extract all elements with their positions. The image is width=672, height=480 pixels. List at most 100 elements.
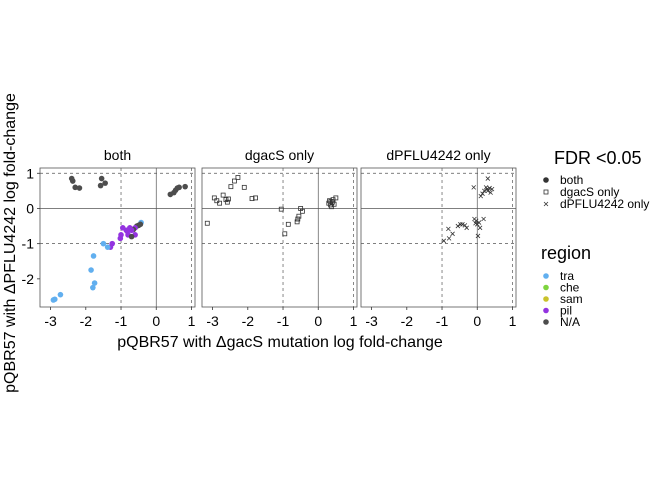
data-point	[100, 240, 107, 247]
data-point	[241, 184, 247, 190]
legend-color-label: che	[560, 281, 580, 295]
legend-shape-title: FDR <0.05	[554, 148, 642, 168]
x-tick-label: -3	[365, 313, 378, 329]
x-tick-label: 0	[152, 313, 160, 329]
x-tick-label: 0	[473, 313, 481, 329]
data-point	[477, 225, 483, 231]
data-point	[294, 219, 300, 225]
facet-title: both	[104, 147, 131, 163]
y-tick-label: 1	[26, 165, 34, 181]
data-point	[223, 197, 229, 203]
x-tick-label: 1	[188, 313, 196, 329]
legend-color-label: N/A	[560, 315, 580, 329]
panels-layer: both dgacS only dPFLU4242 only	[39, 147, 517, 308]
x-tick-label: 1	[350, 313, 358, 329]
data-point	[214, 198, 220, 204]
legend-color-title: region	[541, 243, 591, 263]
legend-color-key	[543, 319, 549, 325]
data-point	[462, 223, 468, 228]
data-point	[476, 220, 482, 225]
data-point	[102, 180, 108, 186]
x-tick-label: -1	[277, 313, 290, 329]
data-point	[455, 223, 461, 229]
data-point	[117, 235, 124, 242]
data-point	[204, 220, 210, 226]
legend-shape-label: both	[560, 173, 583, 187]
data-point	[176, 184, 182, 191]
data-point	[446, 226, 451, 232]
x-tick-label: -2	[401, 313, 414, 329]
data-point	[182, 183, 188, 190]
panel-border	[201, 167, 358, 308]
data-point	[104, 244, 111, 250]
data-point	[485, 176, 491, 181]
panel-border	[39, 167, 196, 308]
legend-color-key	[543, 284, 549, 291]
legend-shape-key	[543, 201, 549, 207]
data-point	[72, 184, 79, 191]
data-point	[90, 253, 97, 259]
data-point	[217, 200, 223, 206]
x-tick-label: -3	[44, 313, 57, 329]
data-point	[97, 182, 104, 189]
y-tick-label: 0	[26, 200, 34, 216]
x-tick-label: -1	[436, 313, 449, 329]
data-point	[69, 178, 76, 184]
data-point	[446, 236, 452, 241]
data-point	[232, 178, 237, 184]
data-point	[488, 190, 493, 195]
legend-color-label: sam	[560, 292, 583, 306]
data-point	[278, 206, 284, 212]
data-point	[489, 186, 495, 192]
data-point	[450, 231, 455, 237]
data-point	[482, 188, 487, 194]
x-tick-label: -3	[206, 313, 219, 329]
data-point	[226, 196, 231, 202]
data-point	[329, 204, 335, 210]
data-point	[211, 195, 217, 201]
data-point	[481, 216, 486, 222]
data-point	[91, 280, 98, 286]
data-point	[464, 225, 469, 231]
legend-color-key	[543, 296, 549, 302]
data-point	[487, 185, 492, 191]
data-point	[128, 233, 135, 240]
data-point	[282, 231, 288, 237]
data-point	[224, 199, 230, 205]
data-point	[296, 213, 302, 219]
facet-panel-1: both	[39, 147, 196, 308]
data-point	[119, 225, 126, 231]
legend-shape-label: dgacS only	[560, 185, 619, 199]
y-axis-label: pQBR57 with ΔPFLU4242 log fold-change	[2, 93, 19, 393]
facet-title: dPFLU4242 only	[386, 147, 490, 163]
x-tick-label: -1	[115, 313, 128, 329]
data-point	[333, 195, 339, 201]
data-point	[471, 185, 477, 190]
data-point	[295, 216, 301, 222]
data-point	[228, 184, 234, 190]
data-point	[88, 267, 94, 273]
data-point	[50, 297, 57, 303]
legend-shape-label: dPFLU4242 only	[560, 197, 649, 211]
legend-shape-key	[543, 189, 549, 195]
data-point	[220, 192, 226, 198]
y-tick-label: -2	[22, 271, 35, 287]
axes-layer: -3 -2 -1 0 1 -3 -2 -1 0 1 -3 -2 -1 0 1 1 0 -1 -2	[22, 165, 517, 329]
data-point	[299, 208, 305, 214]
x-tick-label: -2	[80, 313, 93, 329]
data-point	[76, 185, 83, 191]
x-tick-label: 0	[314, 313, 322, 329]
data-point	[98, 175, 105, 182]
data-point	[485, 188, 491, 194]
data-point	[475, 233, 481, 239]
legend-color-key	[543, 273, 549, 279]
facet-panel-2: dgacS only	[201, 147, 358, 308]
data-point	[285, 221, 291, 227]
data-point	[478, 193, 484, 199]
x-axis-label: pQBR57 with ΔgacS mutation log fold-chan…	[117, 334, 443, 351]
facet-panel-3: dPFLU4242 only	[360, 147, 517, 308]
legend-color-key	[543, 307, 549, 314]
legend-shape-key	[543, 177, 549, 183]
